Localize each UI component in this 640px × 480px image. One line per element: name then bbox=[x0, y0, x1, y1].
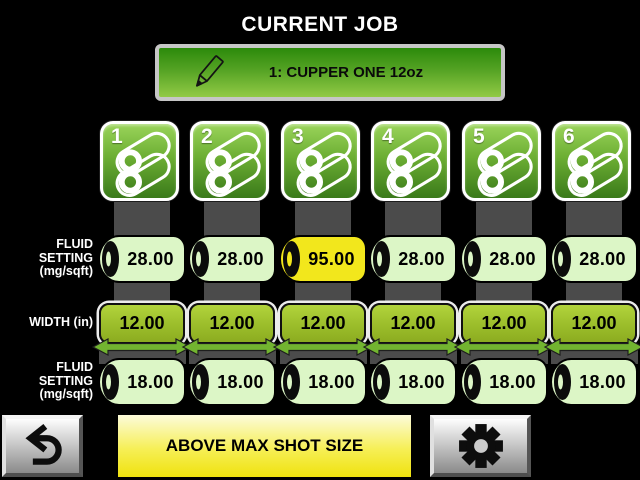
fluid-setting-top-label: FLUID SETTING (mg/sqft) bbox=[38, 237, 93, 278]
cylinder-end-icon bbox=[283, 241, 300, 277]
fluid-setting-bottom-field-4[interactable]: 18.00 bbox=[369, 358, 457, 406]
job-name-label: 1: CUPPER ONE 12oz bbox=[268, 64, 424, 81]
width-value: 12.00 bbox=[481, 313, 527, 333]
width-value: 12.00 bbox=[300, 313, 346, 333]
fluid-setting-top-field-2[interactable]: 28.00 bbox=[188, 235, 276, 283]
width-value: 12.00 bbox=[571, 313, 617, 333]
column-stem bbox=[566, 200, 622, 240]
cylinder-end-icon bbox=[464, 364, 481, 400]
station-column-2: 2 28.00 12.00 18.00 bbox=[181, 121, 283, 407]
cylinder-end-icon bbox=[192, 364, 209, 400]
width-arrow-icon bbox=[543, 338, 640, 356]
fluid-setting-top-field-1[interactable]: 28.00 bbox=[98, 235, 186, 283]
fluid-setting-bottom-value: 18.00 bbox=[398, 371, 445, 392]
width-field-1[interactable]: 12.00 bbox=[99, 303, 185, 344]
width-arrow-icon bbox=[181, 338, 283, 356]
station-button-3[interactable]: 3 bbox=[281, 121, 360, 201]
column-stem bbox=[385, 200, 441, 240]
station-column-1: 1 28.00 12.00 18.00 bbox=[91, 121, 193, 407]
width-arrow-icon bbox=[272, 338, 374, 356]
width-value: 12.00 bbox=[390, 313, 436, 333]
settings-button[interactable] bbox=[430, 415, 531, 477]
column-stem bbox=[476, 200, 532, 240]
cylinder-end-icon bbox=[373, 241, 390, 277]
fluid-setting-top-field-4[interactable]: 28.00 bbox=[369, 235, 457, 283]
fluid-setting-bottom-label: FLUID SETTING (mg/sqft) bbox=[38, 360, 93, 401]
fluid-setting-bottom-value: 18.00 bbox=[489, 371, 536, 392]
roller-icon bbox=[115, 131, 171, 197]
fluid-setting-top-value: 95.00 bbox=[308, 248, 355, 269]
fluid-setting-top-value: 28.00 bbox=[398, 248, 445, 269]
fluid-setting-top-field-6[interactable]: 28.00 bbox=[550, 235, 638, 283]
cylinder-end-icon bbox=[102, 364, 119, 400]
roller-icon bbox=[477, 131, 533, 197]
width-value: 12.00 bbox=[119, 313, 165, 333]
cylinder-end-icon bbox=[102, 241, 119, 277]
fluid-setting-bottom-value: 18.00 bbox=[217, 371, 264, 392]
width-arrow-icon bbox=[453, 338, 555, 356]
width-field-3[interactable]: 12.00 bbox=[280, 303, 366, 344]
station-number: 1 bbox=[111, 125, 123, 148]
fluid-setting-bottom-value: 18.00 bbox=[579, 371, 626, 392]
station-number: 3 bbox=[292, 125, 304, 148]
width-label: WIDTH (in) bbox=[29, 315, 93, 329]
station-number: 6 bbox=[563, 125, 575, 148]
column-stem bbox=[204, 200, 260, 240]
width-field-6[interactable]: 12.00 bbox=[551, 303, 637, 344]
width-value: 12.00 bbox=[209, 313, 255, 333]
station-number: 5 bbox=[473, 125, 485, 148]
cylinder-end-icon bbox=[554, 241, 571, 277]
station-button-2[interactable]: 2 bbox=[190, 121, 269, 201]
fluid-setting-bottom-value: 18.00 bbox=[308, 371, 355, 392]
station-column-6: 6 28.00 12.00 18.00 bbox=[543, 121, 640, 407]
fluid-setting-top-value: 28.00 bbox=[579, 248, 626, 269]
station-button-5[interactable]: 5 bbox=[462, 121, 541, 201]
back-arrow-icon bbox=[24, 424, 62, 465]
station-number: 2 bbox=[201, 125, 213, 148]
fluid-setting-top-value: 28.00 bbox=[127, 248, 174, 269]
station-button-1[interactable]: 1 bbox=[100, 121, 179, 201]
width-arrow-icon bbox=[362, 338, 464, 356]
width-arrow-icon bbox=[91, 338, 193, 356]
fluid-setting-bottom-field-3[interactable]: 18.00 bbox=[279, 358, 367, 406]
station-column-5: 5 28.00 12.00 18.00 bbox=[453, 121, 555, 407]
gear-icon bbox=[458, 424, 503, 468]
station-column-3: 3 95.00 12.00 18.00 bbox=[272, 121, 374, 407]
back-button[interactable] bbox=[2, 415, 83, 477]
current-job-button[interactable]: 1: CUPPER ONE 12oz bbox=[155, 44, 505, 101]
fluid-setting-bottom-field-6[interactable]: 18.00 bbox=[550, 358, 638, 406]
fluid-setting-bottom-field-5[interactable]: 18.00 bbox=[460, 358, 548, 406]
page-title: CURRENT JOB bbox=[241, 13, 399, 36]
fluid-setting-top-field-5[interactable]: 28.00 bbox=[460, 235, 548, 283]
cylinder-end-icon bbox=[192, 241, 209, 277]
width-field-2[interactable]: 12.00 bbox=[189, 303, 275, 344]
roller-icon bbox=[386, 131, 442, 197]
fluid-setting-bottom-field-2[interactable]: 18.00 bbox=[188, 358, 276, 406]
fluid-setting-bottom-field-1[interactable]: 18.00 bbox=[98, 358, 186, 406]
fluid-setting-top-field-3-highlighted[interactable]: 95.00 bbox=[279, 235, 367, 283]
fluid-setting-top-value: 28.00 bbox=[217, 248, 264, 269]
column-stem bbox=[295, 200, 351, 240]
column-stem bbox=[114, 200, 170, 240]
roller-icon bbox=[567, 131, 623, 197]
roller-icon bbox=[205, 131, 261, 197]
station-button-6[interactable]: 6 bbox=[552, 121, 631, 201]
cylinder-end-icon bbox=[554, 364, 571, 400]
station-number: 4 bbox=[382, 125, 394, 148]
fluid-setting-top-value: 28.00 bbox=[489, 248, 536, 269]
above-max-shot-size-warning-button[interactable]: ABOVE MAX SHOT SIZE bbox=[118, 415, 411, 477]
cylinder-end-icon bbox=[283, 364, 300, 400]
cylinder-end-icon bbox=[373, 364, 390, 400]
station-column-4: 4 28.00 12.00 18.00 bbox=[362, 121, 464, 407]
fluid-setting-bottom-value: 18.00 bbox=[127, 371, 174, 392]
cylinder-end-icon bbox=[464, 241, 481, 277]
pencil-icon bbox=[196, 54, 224, 87]
roller-icon bbox=[296, 131, 352, 197]
station-button-4[interactable]: 4 bbox=[371, 121, 450, 201]
